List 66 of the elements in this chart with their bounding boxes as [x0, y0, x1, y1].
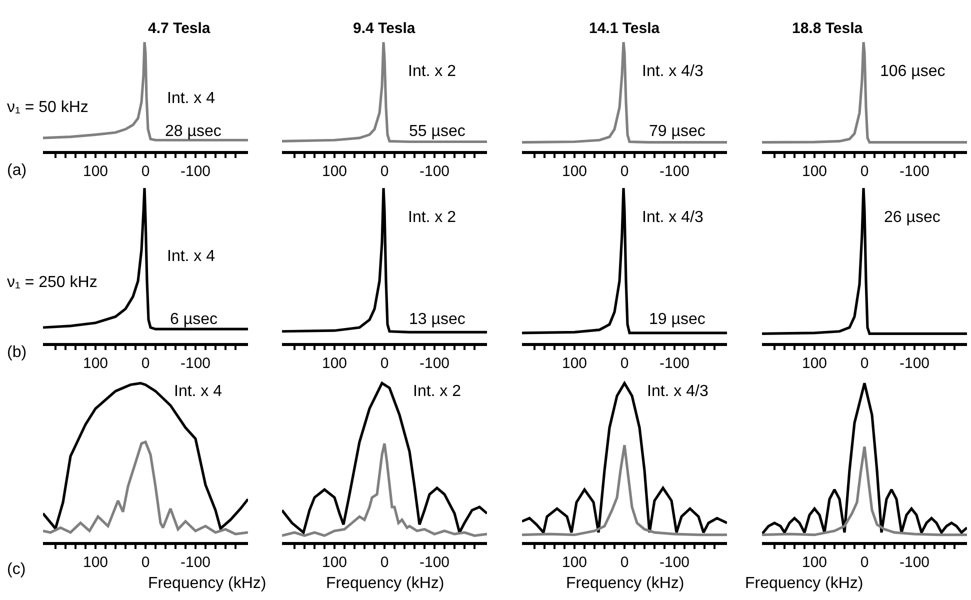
x-tick-label: 0	[860, 354, 869, 372]
x-tick-label: -100	[659, 162, 690, 180]
x-tick-label: 100	[322, 354, 348, 372]
annotation: ν₁ = 250 kHz	[7, 274, 98, 291]
x-tick-label: -100	[419, 554, 450, 571]
annotation: 13 µsec	[409, 311, 466, 328]
x-tick-label: 0	[620, 354, 629, 372]
annotation: Int. x 4/3	[642, 63, 704, 80]
x-tick-label: 0	[860, 162, 869, 180]
x-tick-label: 100	[562, 354, 588, 372]
annotation: 106 µsec	[880, 63, 946, 80]
text: (b)	[7, 344, 27, 361]
x-tick-label: 0	[380, 162, 389, 180]
x-tick-label: 100	[562, 554, 588, 571]
annotation: Int. x 2	[413, 383, 462, 400]
x-tick-label: -100	[419, 162, 450, 180]
x-tick-label: 0	[141, 162, 150, 180]
annotation: Int. x 4	[167, 248, 216, 265]
chart-title: 4.7 Tesla	[148, 20, 211, 37]
chart-title: 9.4 Tesla	[353, 20, 416, 37]
annotation: 26 µsec	[884, 209, 940, 226]
x-tick-label: 0	[620, 554, 629, 571]
x-tick-label: -100	[659, 554, 690, 571]
x-axis-title: Frequency (kHz)	[148, 575, 266, 592]
chart-title: 18.8 Tesla	[792, 20, 864, 37]
x-tick-label: -100	[180, 554, 211, 571]
x-tick-label: 0	[380, 354, 389, 372]
x-axis-title: Frequency (kHz)	[745, 575, 864, 592]
x-tick-label: 0	[380, 554, 389, 571]
annotation: Int. x 4/3	[647, 383, 708, 400]
x-axis-title: Frequency (kHz)	[566, 575, 684, 592]
x-tick-label: 0	[141, 354, 150, 372]
chart-title: 14.1 Tesla	[589, 20, 660, 37]
x-tick-label: 100	[322, 162, 348, 180]
x-tick-label: 100	[562, 162, 588, 180]
text: (c)	[7, 561, 26, 578]
x-tick-label: -100	[180, 162, 211, 180]
x-tick-label: -100	[180, 354, 211, 372]
x-tick-label: 100	[82, 554, 108, 571]
x-tick-label: 0	[860, 554, 869, 571]
text: (a)	[7, 162, 27, 179]
annotation: Int. x 2	[408, 209, 456, 226]
annotation: 79 µsec	[649, 123, 706, 140]
x-tick-label: 100	[802, 554, 828, 571]
annotation: 19 µsec	[649, 311, 706, 328]
annotation: ν₁ = 50 kHz	[7, 99, 88, 116]
annotation: 6 µsec	[170, 311, 218, 328]
x-tick-label: -100	[899, 354, 930, 372]
x-axis-title: Frequency (kHz)	[326, 575, 444, 592]
annotation: Int. x 4	[174, 383, 222, 400]
annotation: Int. x 4	[167, 90, 216, 107]
x-tick-label: -100	[659, 354, 690, 372]
x-tick-label: -100	[899, 162, 930, 180]
x-tick-label: 100	[322, 554, 348, 571]
annotation: Int. x 2	[408, 63, 456, 80]
x-tick-label: 100	[802, 162, 828, 180]
annotation: 28 µsec	[165, 123, 222, 140]
x-tick-label: 0	[141, 554, 150, 571]
x-tick-label: -100	[419, 354, 450, 372]
x-tick-label: 100	[82, 162, 108, 180]
x-tick-label: 100	[802, 354, 828, 372]
x-tick-label: 0	[620, 162, 629, 180]
annotation: Int. x 4/3	[642, 209, 704, 226]
annotation: 55 µsec	[409, 123, 466, 140]
x-tick-label: 100	[82, 354, 108, 372]
x-tick-label: -100	[899, 554, 930, 571]
